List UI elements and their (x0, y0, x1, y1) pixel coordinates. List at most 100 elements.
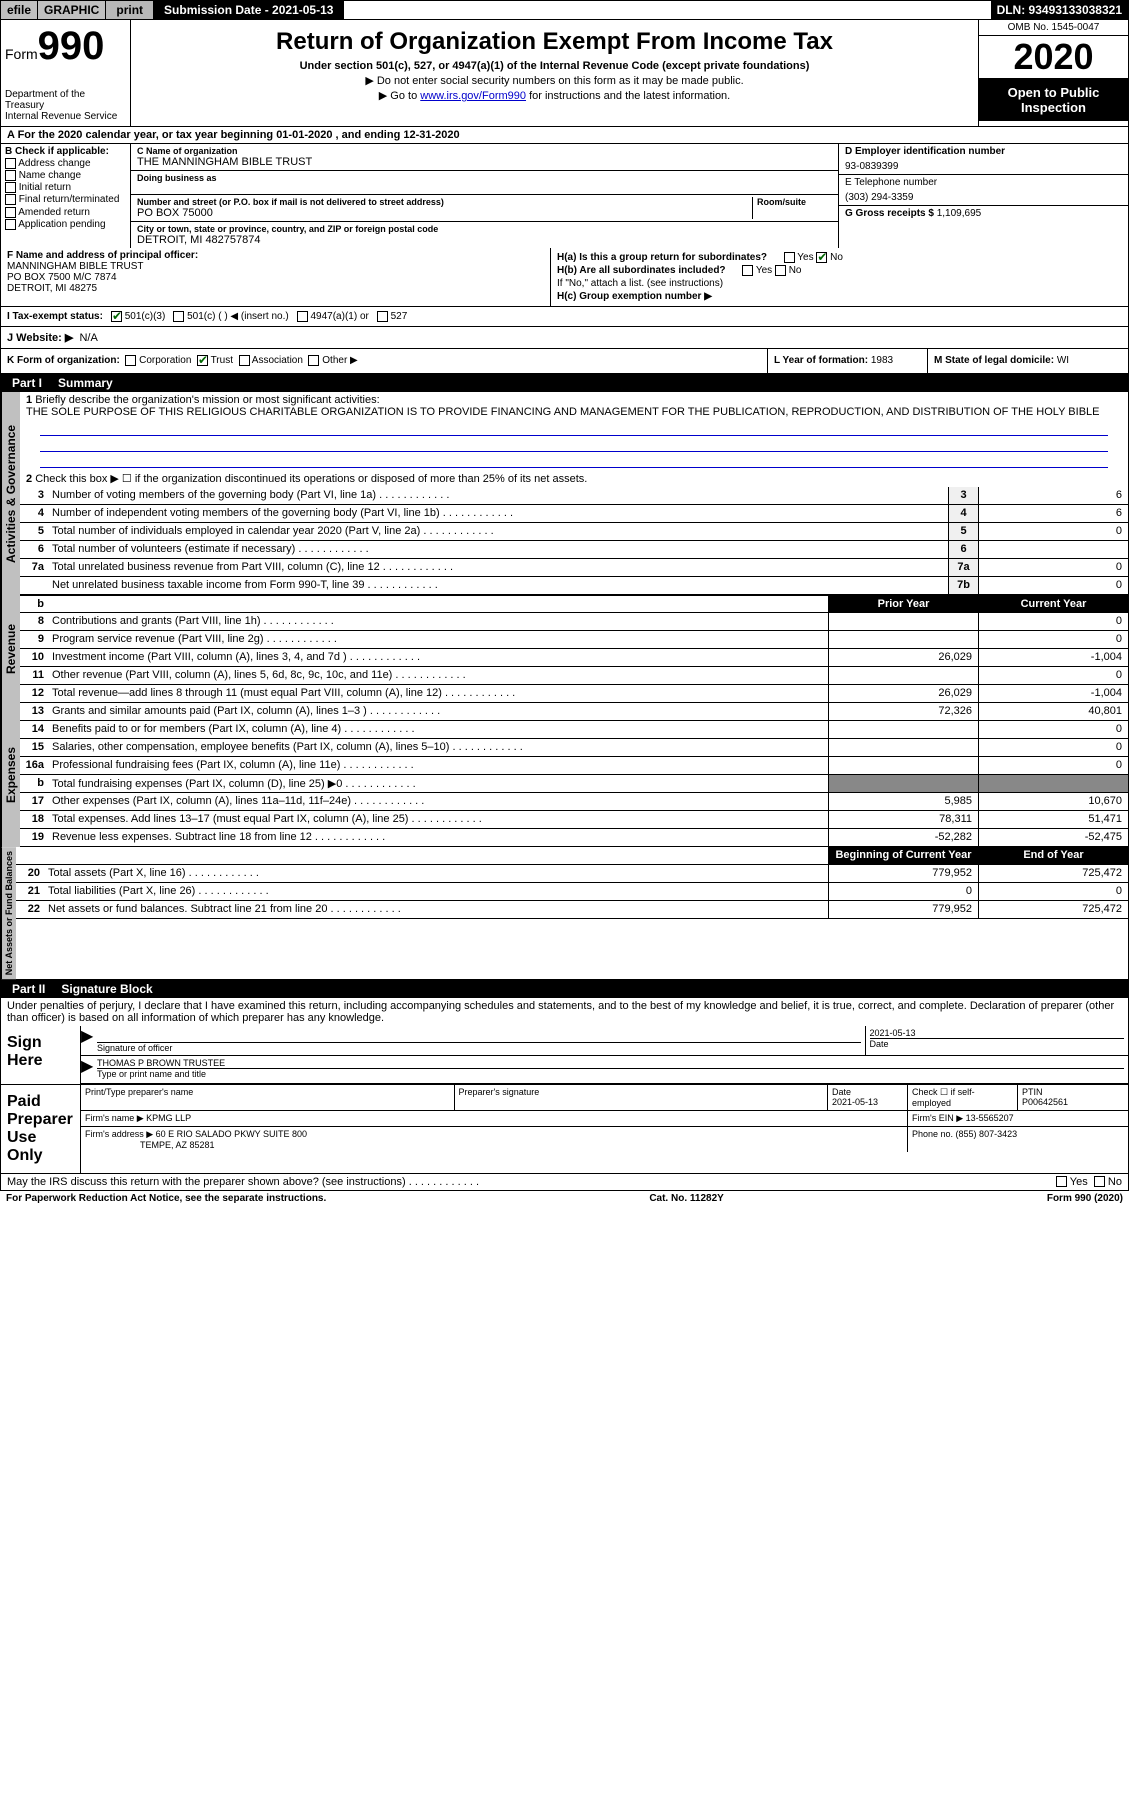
footer-left: For Paperwork Reduction Act Notice, see … (6, 1193, 326, 1204)
dba-label: Doing business as (137, 173, 832, 183)
officer-line2: PO BOX 7500 M/C 7874 (7, 272, 544, 283)
check-self-employed[interactable]: Check ☐ if self-employed (908, 1085, 1018, 1110)
chk-address-change[interactable]: Address change (5, 158, 126, 169)
h-section: H(a) Is this a group return for subordin… (551, 248, 1128, 306)
row-b-desc (48, 596, 828, 612)
part1-header: Part I Summary (0, 374, 1129, 392)
prep-date-label: Date (832, 1087, 851, 1097)
website-value: N/A (79, 332, 97, 344)
sig-arrow-icon-2: ▶ (81, 1056, 93, 1083)
k-row: K Form of organization: Corporation Trus… (0, 349, 1129, 373)
top-bar: efile GRAPHIC print Submission Date - 20… (0, 0, 1129, 20)
chk-name-change[interactable]: Name change (5, 170, 126, 181)
form-subtitle: Under section 501(c), 527, or 4947(a)(1)… (139, 60, 970, 72)
receipts-label: G Gross receipts $ (845, 208, 937, 219)
dln-label: DLN: 93493133038321 (991, 1, 1128, 19)
org-name: THE MANNINGHAM BIBLE TRUST (137, 156, 832, 168)
firm-phone-label: Phone no. (912, 1129, 956, 1139)
chk-application-pending[interactable]: Application pending (5, 219, 126, 230)
table-row: 9Program service revenue (Part VIII, lin… (20, 631, 1128, 649)
table-row: 6Total number of volunteers (estimate if… (20, 541, 1128, 559)
firm-name: KPMG LLP (146, 1113, 191, 1123)
discuss-text: May the IRS discuss this return with the… (7, 1176, 1056, 1188)
firm-ein: 13-5565207 (966, 1113, 1014, 1123)
col-c-org-details: C Name of organization THE MANNINGHAM BI… (131, 144, 838, 248)
phone-label: E Telephone number (845, 177, 1122, 188)
sig-arrow-icon: ▶ (81, 1026, 93, 1055)
discuss-yes[interactable]: Yes (1056, 1176, 1088, 1188)
ptin-label: PTIN (1022, 1087, 1043, 1097)
tax-year: 2020 (979, 36, 1128, 79)
chk-4947[interactable]: 4947(a)(1) or (297, 311, 369, 322)
k-form-org: K Form of organization: Corporation Trus… (1, 349, 768, 372)
firm-addr2: TEMPE, AZ 85281 (140, 1140, 215, 1150)
footer-right: Form 990 (2020) (1047, 1193, 1123, 1204)
hc-line: H(c) Group exemption number ▶ (557, 291, 1122, 302)
side-activities-gov: Activities & Governance (1, 392, 20, 595)
sign-here-label: Sign Here (1, 1026, 81, 1084)
table-row: Net unrelated business taxable income fr… (20, 577, 1128, 595)
col-b-label: B Check if applicable: (5, 146, 126, 157)
irs-link[interactable]: www.irs.gov/Form990 (420, 90, 526, 102)
addr-label: Number and street (or P.O. box if mail i… (137, 197, 752, 207)
table-row: 3Number of voting members of the governi… (20, 487, 1128, 505)
prior-year-header: Prior Year (828, 596, 978, 612)
org-info-block: B Check if applicable: Address change Na… (0, 144, 1129, 248)
chk-501c[interactable]: 501(c) ( ) ◀ (insert no.) (173, 311, 288, 322)
chk-501c3[interactable]: 501(c)(3) (111, 311, 165, 322)
graphic-label: GRAPHIC (38, 1, 106, 19)
line1-text: THE SOLE PURPOSE OF THIS RELIGIOUS CHARI… (26, 406, 1100, 418)
sig-name-label: Type or print name and title (97, 1068, 1124, 1079)
table-row: 14Benefits paid to or for members (Part … (20, 721, 1128, 739)
sig-date-val: 2021-05-13 (870, 1028, 1125, 1038)
firm-addr-label: Firm's address ▶ (85, 1129, 156, 1139)
row-a: A For the 2020 calendar year, or tax yea… (0, 127, 1129, 144)
city-label: City or town, state or province, country… (137, 224, 832, 234)
officer-block: F Name and address of principal officer:… (1, 248, 551, 306)
efile-label: efile (1, 1, 38, 19)
hb-line: H(b) Are all subordinates included? Yes … (557, 265, 1122, 276)
blank-line-2 (40, 438, 1108, 452)
ha-line: H(a) Is this a group return for subordin… (557, 252, 1122, 263)
end-year-header: End of Year (978, 847, 1128, 864)
chk-initial-return[interactable]: Initial return (5, 182, 126, 193)
tax-exempt-label: I Tax-exempt status: (7, 311, 103, 322)
part1-title: Summary (58, 376, 113, 390)
hb-note: If "No," attach a list. (see instruction… (557, 278, 1122, 289)
side-expenses: Expenses (1, 703, 20, 847)
part2-num: Part II (8, 982, 49, 996)
sig-date-label: Date (870, 1038, 1125, 1049)
discuss-row: May the IRS discuss this return with the… (0, 1174, 1129, 1191)
website-label: J Website: ▶ (7, 332, 73, 344)
table-row: 12Total revenue—add lines 8 through 11 (… (20, 685, 1128, 703)
blank-line-1 (40, 422, 1108, 436)
chk-final-return[interactable]: Final return/terminated (5, 194, 126, 205)
room-label: Room/suite (757, 197, 832, 207)
beg-year-header: Beginning of Current Year (828, 847, 978, 864)
form-number: Form990 (5, 24, 126, 69)
row-b-num: b (20, 596, 48, 612)
phone-value: (303) 294-3359 (845, 192, 1122, 203)
omb-number: OMB No. 1545-0047 (979, 20, 1128, 36)
part2-declaration: Under penalties of perjury, I declare th… (0, 998, 1129, 1026)
chk-527[interactable]: 527 (377, 311, 407, 322)
table-row: 20Total assets (Part X, line 16)779,9527… (16, 865, 1128, 883)
form-title: Return of Organization Exempt From Incom… (139, 28, 970, 56)
org-address: PO BOX 75000 (137, 207, 752, 219)
discuss-no[interactable]: No (1094, 1176, 1122, 1188)
side-revenue: Revenue (1, 595, 20, 703)
row-a-text: A For the 2020 calendar year, or tax yea… (1, 127, 466, 143)
open-public-badge: Open to Public Inspection (979, 79, 1128, 121)
table-row: 21Total liabilities (Part X, line 26)00 (16, 883, 1128, 901)
table-row: 15Salaries, other compensation, employee… (20, 739, 1128, 757)
table-row: 16aProfessional fundraising fees (Part I… (20, 757, 1128, 775)
side-net-assets: Net Assets or Fund Balances (1, 847, 16, 979)
part1-num: Part I (8, 376, 46, 390)
table-row: 11Other revenue (Part VIII, column (A), … (20, 667, 1128, 685)
firm-phone: (855) 807-3423 (956, 1129, 1018, 1139)
print-button[interactable]: print (106, 1, 154, 19)
firm-ein-label: Firm's EIN ▶ (912, 1113, 966, 1123)
chk-amended-return[interactable]: Amended return (5, 207, 126, 218)
sig-name-val: THOMAS P BROWN TRUSTEE (97, 1058, 1124, 1068)
officer-h-row: F Name and address of principal officer:… (0, 248, 1129, 307)
